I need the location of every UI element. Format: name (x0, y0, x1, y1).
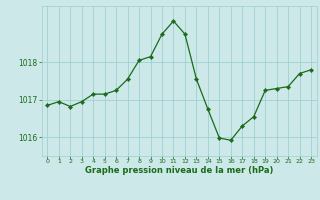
X-axis label: Graphe pression niveau de la mer (hPa): Graphe pression niveau de la mer (hPa) (85, 166, 273, 175)
